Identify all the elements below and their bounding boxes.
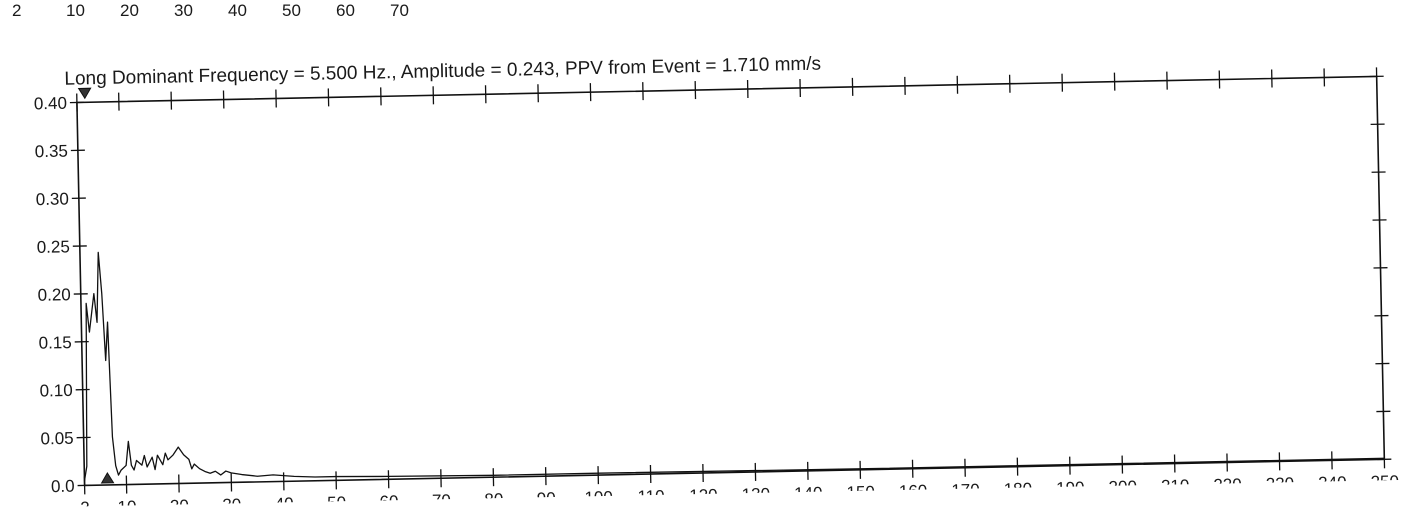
x-tick-label: 120 [689, 486, 718, 506]
y-tick-label: 0.10 [39, 381, 72, 401]
x-tick-label: 80 [484, 490, 503, 508]
y-tick-label: 0.25 [37, 237, 70, 257]
x-tick-label: 90 [537, 489, 556, 508]
y-tick-label: 0.30 [36, 189, 69, 209]
x-tick-label: 20 [170, 496, 189, 508]
series-layer [80, 227, 1384, 485]
y-tick-label: 0.20 [37, 285, 70, 305]
y-tick-label: 0.05 [40, 429, 73, 449]
y-tick-label: 0.0 [51, 477, 75, 496]
x-tick-label: 30 [222, 495, 241, 508]
dominant-frequency-marker-bottom [101, 473, 113, 483]
x-tick-label: 10 [117, 497, 136, 508]
spectrum-line [80, 227, 1384, 485]
x-tick-label: 60 [379, 492, 398, 508]
y-tick-label: 0.40 [34, 94, 67, 114]
x-tick-label: 130 [742, 485, 771, 505]
x-axis-title: Frequency (Hz.) [680, 492, 809, 508]
x-tick-label: 110 [637, 487, 664, 507]
x-tick-label: 100 [584, 488, 613, 508]
y-tick-label: 0.35 [35, 142, 68, 162]
chart-title: Long Dominant Frequency = 5.500 Hz., Amp… [64, 54, 821, 90]
dominant-frequency-marker-top [79, 88, 91, 98]
plot-frame [77, 76, 1384, 485]
y-axis: 0.0 0.05 0.10 0.15 0.20 0.25 0.30 0.35 0.40 [34, 67, 1392, 496]
x-tick-label: 2 [80, 498, 90, 508]
y-tick-label: 0.15 [38, 333, 71, 353]
x-tick-label: 40 [275, 494, 294, 508]
x-tick-label: 50 [327, 493, 346, 508]
